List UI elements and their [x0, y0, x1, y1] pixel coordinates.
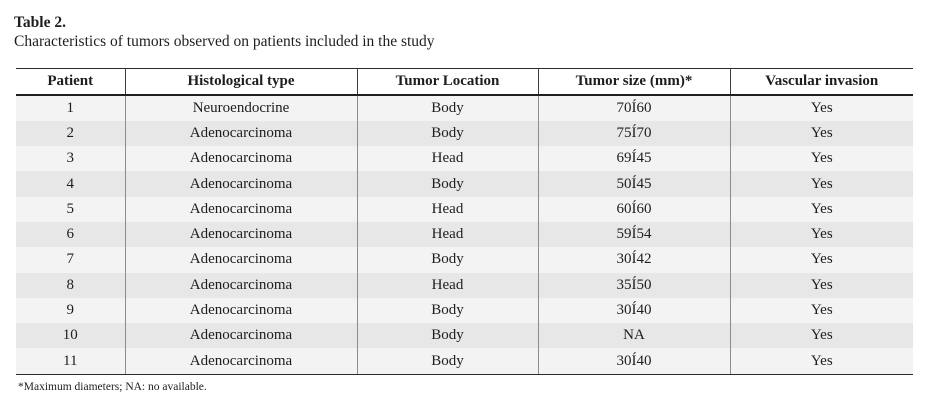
- table-row: 5 Adenocarcinoma Head 60Í60 Yes: [16, 196, 913, 222]
- table-row: 9 Adenocarcinoma Body 30Í40 Yes: [16, 297, 913, 324]
- tumor-location-cell: Body: [356, 120, 538, 147]
- tumor-location-cell: Body: [356, 171, 538, 197]
- histological-type-cell: Adenocarcinoma: [124, 222, 357, 248]
- table-row: 2 Adenocarcinoma Body 75Í70 Yes: [16, 120, 913, 147]
- patient-number-cell: 1: [66, 99, 75, 116]
- tumor-location-cell: Body: [356, 247, 538, 273]
- table-subtitle: Characteristics of tumors observed on pa…: [14, 33, 435, 51]
- table-footnote: *Maximum diameters; NA: no available.: [18, 380, 207, 393]
- tumor-location-cell: Body: [356, 348, 538, 375]
- tumor-location-cell: Body: [356, 94, 538, 121]
- patient-number-cell: 8: [66, 276, 75, 293]
- column-header-vascular-invasion: Vascular invasion: [729, 68, 913, 96]
- patient-number-cell: 10: [62, 327, 78, 344]
- tumor-location-cell: Body: [356, 323, 538, 349]
- vascular-invasion-cell: Yes: [729, 222, 913, 248]
- vascular-invasion-cell: Yes: [729, 247, 913, 273]
- table-row: 8 Adenocarcinoma Head 35Í50 Yes: [16, 272, 913, 298]
- patient-number-cell: 9: [66, 302, 75, 319]
- patient-number-cell: 6: [66, 226, 75, 243]
- table-row: 10 Adenocarcinoma Body NA Yes: [16, 323, 913, 349]
- tumor-size-cell: 75Í70: [537, 120, 730, 147]
- vascular-invasion-cell: Yes: [729, 272, 913, 298]
- vascular-invasion-cell: Yes: [729, 171, 913, 197]
- histological-type-cell: Adenocarcinoma: [124, 196, 357, 222]
- histological-type-cell: Adenocarcinoma: [124, 171, 357, 197]
- histological-type-cell: Adenocarcinoma: [124, 297, 357, 324]
- tumor-size-cell: 35Í50: [537, 272, 730, 298]
- vascular-invasion-cell: Yes: [729, 323, 913, 349]
- histological-type-cell: Adenocarcinoma: [124, 323, 357, 349]
- tumor-size-cell: NA: [537, 323, 730, 349]
- table-title: Table 2.: [14, 14, 66, 31]
- tumor-size-cell: 30Í40: [537, 297, 730, 324]
- histological-type-cell: Adenocarcinoma: [124, 146, 357, 172]
- vascular-invasion-cell: Yes: [729, 297, 913, 324]
- vascular-invasion-cell: Yes: [729, 196, 913, 222]
- column-header-histological-type: Histological type: [124, 68, 357, 96]
- table-row: 4 Adenocarcinoma Body 50Í45 Yes: [16, 171, 913, 197]
- vascular-invasion-cell: Yes: [729, 120, 913, 147]
- vascular-invasion-cell: Yes: [729, 94, 913, 121]
- patient-number-cell: 5: [66, 200, 75, 217]
- table-row: 3 Adenocarcinoma Head 69Í45 Yes: [16, 146, 913, 172]
- patient-number-cell: 11: [16, 348, 125, 375]
- patient-number-cell: 7: [66, 251, 75, 268]
- table-row: 7 Adenocarcinoma Body 30Í42 Yes: [16, 247, 913, 273]
- histological-type-cell: Adenocarcinoma: [124, 348, 357, 375]
- column-header-tumor-size: Tumor size (mm)*: [537, 68, 730, 96]
- tumor-size-cell: 30Í40: [537, 348, 730, 375]
- tumor-location-cell: Head: [356, 146, 538, 172]
- tumor-location-cell: Body: [356, 297, 538, 324]
- tumor-size-cell: 70Í60: [537, 94, 730, 121]
- tumor-location-cell: Head: [356, 222, 538, 248]
- patient-number-cell: 3: [66, 150, 75, 167]
- table-row: 6 Adenocarcinoma Head 59Í54 Yes: [16, 222, 913, 248]
- tumor-size-cell: 60Í60: [537, 196, 730, 222]
- tumor-location-cell: Head: [356, 272, 538, 298]
- table-row: 1 Neuroendocrine Body 70Í60 Yes: [16, 94, 913, 121]
- tumor-size-cell: 59Í54: [537, 222, 730, 248]
- vascular-invasion-cell: Yes: [729, 348, 913, 375]
- histological-type-cell: Adenocarcinoma: [124, 120, 357, 147]
- histological-type-cell: Adenocarcinoma: [124, 247, 357, 273]
- patients-tumor-table: Patient Histological type Tumor Location…: [16, 67, 913, 375]
- tumor-size-cell: 69Í45: [537, 146, 730, 172]
- histological-type-cell: Adenocarcinoma: [124, 272, 357, 298]
- patient-number-cell: 4: [66, 175, 75, 192]
- tumor-size-cell: 30Í42: [537, 247, 730, 273]
- column-header-tumor-location: Tumor Location: [356, 68, 538, 96]
- tumor-location-cell: Head: [356, 196, 538, 222]
- table-header-row: Patient Histological type Tumor Location…: [16, 68, 913, 96]
- column-header-patient: Patient: [16, 68, 125, 96]
- tumor-size-cell: 50Í45: [537, 171, 730, 197]
- patient-number-cell: 2: [66, 124, 75, 141]
- table-row: 11 Adenocarcinoma Body 30Í40 Yes: [16, 348, 913, 375]
- histological-type-cell: Neuroendocrine: [124, 94, 357, 121]
- vascular-invasion-cell: Yes: [729, 146, 913, 172]
- paper-table-figure: Table 2. Characteristics of tumors obser…: [14, 14, 913, 393]
